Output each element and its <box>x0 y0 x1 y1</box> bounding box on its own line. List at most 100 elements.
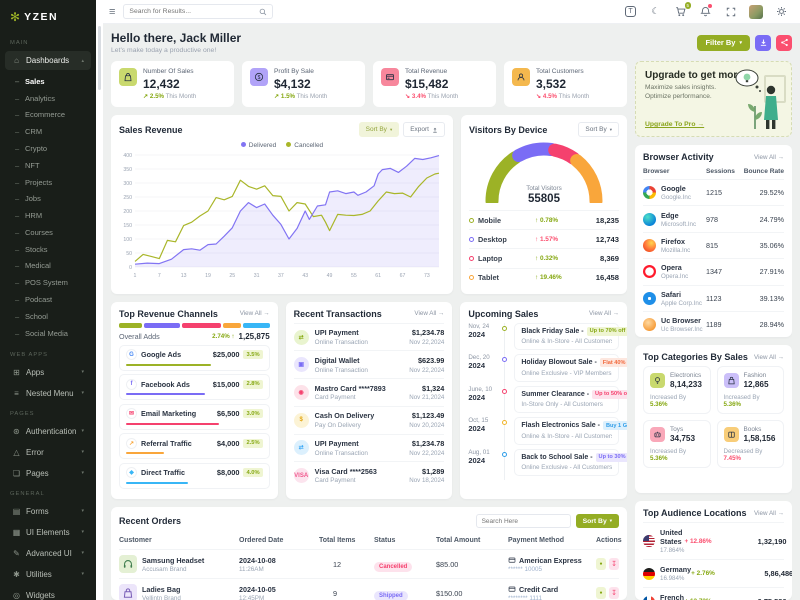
fullscreen-icon[interactable] <box>724 5 737 18</box>
sidebar-item-stocks[interactable]: Stocks <box>0 241 96 258</box>
download-action-button[interactable]: ↧ <box>609 587 619 600</box>
channel-google-ads[interactable]: G Google Ads $25,000 3.5% <box>119 344 270 371</box>
transaction-row[interactable]: $ Cash On Delivery Pay On Delivery $1,123… <box>293 405 445 434</box>
export-button[interactable]: Export <box>403 122 445 137</box>
transaction-row[interactable]: ⇄ UPI Payment Online Transaction $1,234.7… <box>293 433 445 462</box>
sidebar-item-crypto[interactable]: Crypto <box>0 140 96 157</box>
filter-by-button[interactable]: Filter By <box>697 34 750 51</box>
sidebar-item-authentication[interactable]: ⊛ Authentication <box>5 422 91 441</box>
device-row-desktop[interactable]: Desktop ↑ 1.57% 12,743 <box>469 229 619 248</box>
transaction-row[interactable]: ◉ Mastro Card ****7893 Card Payment $1,32… <box>293 378 445 406</box>
upcoming-sale-row[interactable]: Aug, 01 2024 Back to School Sale - Up to 3… <box>468 448 627 480</box>
category-card-fashion[interactable]: Fashion 12,865 Increased By 5.36% <box>716 366 784 414</box>
sidebar-item-ecommerce[interactable]: Ecommerce <box>0 107 96 124</box>
sidebar-item-forms[interactable]: ▤ Forms <box>5 502 91 521</box>
browser-row[interactable]: Uc Browser Uc Browser.Inc 1189 28.94% <box>643 310 784 337</box>
locations-view-all-link[interactable]: View All → <box>754 509 784 517</box>
download-action-button[interactable]: ↧ <box>609 558 619 571</box>
upcoming-sale-row[interactable]: Oct, 15 2024 Flash Electronics Sale - Buy … <box>468 417 627 449</box>
transaction-row[interactable]: ⇄ UPI Payment Online Transaction $1,234.7… <box>293 322 445 351</box>
notifications-bell-icon[interactable] <box>699 4 712 18</box>
sidebar-item-nft[interactable]: NFT <box>0 157 96 174</box>
channel-referral-traffic[interactable]: ↗ Referral Traffic $4,000 2.5% <box>119 433 270 460</box>
cart-icon[interactable]: 5 <box>674 2 691 18</box>
category-card-electronics[interactable]: Electronics 8,14,233 Increased By 5.36% <box>643 366 711 414</box>
visitors-sort-by-button[interactable]: Sort By <box>578 122 619 137</box>
sidebar-item-dashboards[interactable]: ⌂ Dashboards <box>5 51 91 70</box>
orders-sort-by-button[interactable]: Sort By <box>575 514 619 529</box>
location-row[interactable]: United States 17.864% + 12.86% 1,32,190 <box>643 522 786 559</box>
sidebar-item-ui-elements[interactable]: ▦ UI Elements <box>5 523 91 542</box>
category-card-books[interactable]: Books 1,58,156 Decreased By 7.45% <box>716 420 784 468</box>
stat-card-number-of-sales[interactable]: Number Of Sales 12,432 ↗ 2.5% This Month <box>111 61 234 107</box>
channel-direct-traffic[interactable]: ◆ Direct Traffic $8,000 4.0% <box>119 462 270 489</box>
stat-card-profit-by-sale[interactable]: $ Profit By Sale $4,132 ↗ 1.5% This Mont… <box>242 61 365 107</box>
user-avatar[interactable] <box>749 4 763 19</box>
sidebar-item-hrm[interactable]: HRM <box>0 207 96 224</box>
global-search[interactable] <box>123 4 274 19</box>
sidebar-item-medical[interactable]: Medical <box>0 258 96 275</box>
settings-gear-icon[interactable] <box>775 5 788 18</box>
upcoming-sale-row[interactable]: Dec, 20 2024 Holiday Blowout Sale - Flat 4… <box>468 354 627 386</box>
category-card-toys[interactable]: Toys 34,753 Increased By 5.36% <box>643 420 711 468</box>
sidebar-item-nested-menu[interactable]: ≡ Nested Menu <box>5 384 91 403</box>
transactions-view-all-link[interactable]: View All → <box>414 310 445 318</box>
sidebar-item-advanced-ui[interactable]: ✎ Advanced UI <box>5 544 91 563</box>
sidebar-item-analytics[interactable]: Analytics <box>0 90 96 107</box>
browser-row[interactable]: Opera Opera.Inc 1347 27.91% <box>643 258 784 284</box>
search-icon[interactable] <box>259 8 267 16</box>
sidebar-item-crm[interactable]: CRM <box>0 123 96 140</box>
sidebar-item-widgets[interactable]: ◎ Widgets <box>13 590 55 600</box>
scrollbar-thumb[interactable] <box>98 26 101 90</box>
orders-search-input[interactable] <box>475 514 571 529</box>
logo[interactable]: ✻ YZEN <box>0 0 96 33</box>
sidebar-item-utilities[interactable]: ✱ Utilities <box>5 565 91 584</box>
categories-view-all-link[interactable]: View All → <box>754 353 784 361</box>
stat-card-total-customers[interactable]: Total Customers 3,532 ↘ 4.5% This Month <box>504 61 627 107</box>
channel-facebook-ads[interactable]: f Facebook Ads $15,000 2.8% <box>119 374 270 401</box>
sidebar-item-jobs[interactable]: Jobs <box>0 190 96 207</box>
upgrade-card[interactable]: Upgrade to get more Maximize sales insig… <box>635 61 792 137</box>
sidebar-item-apps[interactable]: ⊞ Apps <box>5 363 91 382</box>
upcoming-sale-row[interactable]: June, 10 2024 Summer Clearance - Up to 50%… <box>468 385 627 417</box>
language-icon[interactable]: T <box>624 5 637 18</box>
order-row[interactable]: Samsung Headset Accusam Brand 2024-10-08 1… <box>119 549 619 578</box>
view-action-button[interactable]: ● <box>596 558 606 571</box>
upgrade-to-pro-link[interactable]: Upgrade To Pro → <box>645 121 705 128</box>
browser-row[interactable]: Edge Microsoft.Inc 978 24.79% <box>643 205 784 231</box>
upcoming-sale-row[interactable]: Nov, 24 2024 Black Friday Sale - Up to 70%… <box>468 322 627 354</box>
transaction-row[interactable]: VISA Visa Card ****2563 Card Payment $1,2… <box>293 461 445 489</box>
sidebar-item-error[interactable]: △ Error <box>5 443 91 462</box>
search-input[interactable] <box>129 8 256 15</box>
sidebar-item-pos-system[interactable]: POS System <box>0 274 96 291</box>
device-row-mobile[interactable]: Mobile ↑ 0.78% 18,235 <box>469 210 619 229</box>
channel-email-marketing[interactable]: ✉ Email Marketing $6,500 3.0% <box>119 403 270 430</box>
share-button[interactable] <box>776 34 792 51</box>
download-button[interactable] <box>755 34 771 51</box>
browser-row[interactable]: Safari Apple Corp.Inc 1123 39.13% <box>643 284 784 311</box>
view-action-button[interactable]: ● <box>596 587 606 600</box>
browser-row[interactable]: Firefox Mozilla.Inc 815 35.06% <box>643 231 784 258</box>
sidebar-item-social-media[interactable]: Social Media <box>0 325 96 342</box>
stat-card-total-revenue[interactable]: Total Revenue $15,482 ↘ 3.4% This Month <box>373 61 496 107</box>
sales-sort-by-button[interactable]: Sort By <box>358 122 400 137</box>
sidebar-item-courses[interactable]: Courses <box>0 224 96 241</box>
order-row[interactable]: Ladies Bag Vellintn Brand 2024-10-05 12:45… <box>119 578 619 600</box>
location-row[interactable]: French27.856% + 13.73% 9,75,586 <box>643 587 786 600</box>
dark-mode-icon[interactable]: ☾ <box>651 6 660 16</box>
main-scrollbar[interactable] <box>96 0 103 600</box>
sidebar-item-pages[interactable]: ❏ Pages <box>5 464 91 483</box>
sidebar-item-sales[interactable]: Sales <box>0 73 96 90</box>
channels-view-all-link[interactable]: View All → <box>239 310 270 318</box>
sidebar-item-school[interactable]: School <box>0 308 96 325</box>
sidebar-item-podcast[interactable]: Podcast <box>0 291 96 308</box>
sidebar-item-projects[interactable]: Projects <box>0 174 96 191</box>
browser-row[interactable]: Google Google.Inc 1215 29.52% <box>643 179 784 205</box>
hamburger-menu-icon[interactable]: ≡ <box>109 5 116 18</box>
upcoming-view-all-link[interactable]: View All → <box>589 310 620 318</box>
location-row[interactable]: Germany 16.984% + 2.76% 5,86,486 <box>643 559 792 587</box>
device-row-tablet[interactable]: Tablet ↑ 19.46% 16,458 <box>469 267 619 287</box>
transaction-row[interactable]: ▣ Digital Wallet Online Transaction $623.… <box>293 350 445 378</box>
browsers-view-all-link[interactable]: View All → <box>754 153 784 161</box>
device-row-laptop[interactable]: Laptop ↑ 0.32% 8,369 <box>469 248 619 267</box>
